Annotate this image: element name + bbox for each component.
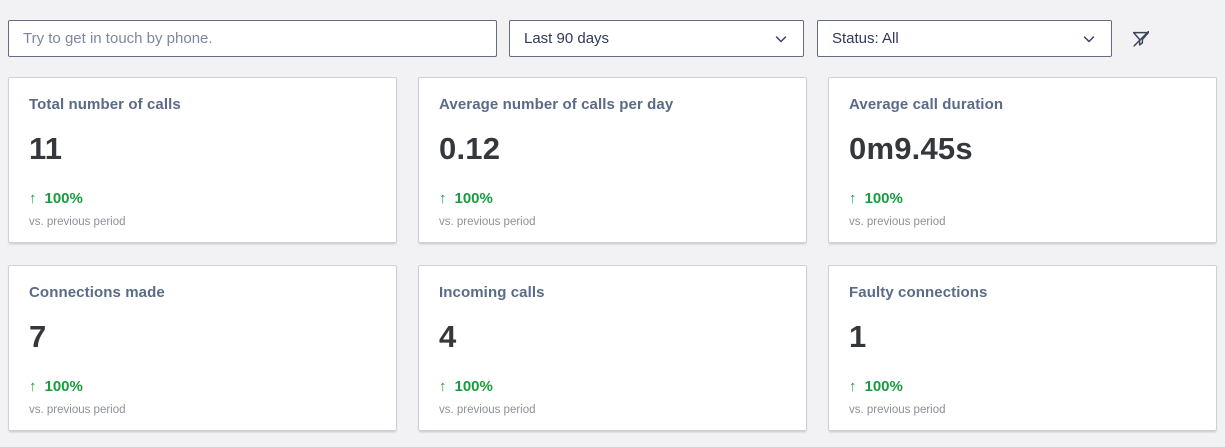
- comparison-label: vs. previous period: [29, 404, 126, 416]
- search-input[interactable]: [8, 20, 497, 57]
- stats-grid: Total number of calls 11 ↑ 100% vs. prev…: [8, 77, 1217, 431]
- card-value: 0m9.45s: [849, 131, 973, 166]
- comparison-label: vs. previous period: [439, 404, 536, 416]
- status-value: Status: All: [832, 30, 899, 47]
- arrow-up-icon: ↑: [29, 190, 37, 207]
- card-change: ↑ 100%: [849, 378, 1196, 395]
- stat-card-connections-made: Connections made 7 ↑ 100% vs. previous p…: [8, 265, 397, 431]
- arrow-up-icon: ↑: [849, 190, 857, 207]
- change-percent: 100%: [44, 190, 83, 207]
- date-range-select[interactable]: Last 90 days: [509, 20, 804, 57]
- comparison-label: vs. previous period: [29, 216, 126, 228]
- card-value: 11: [29, 131, 63, 166]
- stat-card-avg-call-duration: Average call duration 0m9.45s ↑ 100% vs.…: [828, 77, 1217, 243]
- card-change: ↑ 100%: [849, 190, 1196, 207]
- stat-card-incoming-calls: Incoming calls 4 ↑ 100% vs. previous per…: [418, 265, 807, 431]
- change-percent: 100%: [44, 378, 83, 395]
- change-percent: 100%: [864, 378, 903, 395]
- arrow-up-icon: ↑: [439, 378, 447, 395]
- arrow-up-icon: ↑: [849, 378, 857, 395]
- filter-off-icon: [1132, 30, 1150, 47]
- card-change: ↑ 100%: [439, 378, 786, 395]
- card-title: Connections made: [29, 284, 165, 301]
- arrow-up-icon: ↑: [29, 378, 37, 395]
- chevron-down-icon: [1083, 35, 1095, 42]
- card-title: Total number of calls: [29, 96, 181, 113]
- chevron-down-icon: [775, 35, 787, 42]
- card-title: Incoming calls: [439, 284, 545, 301]
- comparison-label: vs. previous period: [439, 216, 536, 228]
- change-percent: 100%: [454, 378, 493, 395]
- comparison-label: vs. previous period: [849, 216, 946, 228]
- clear-filters-button[interactable]: [1122, 20, 1160, 57]
- card-change: ↑ 100%: [439, 190, 786, 207]
- comparison-label: vs. previous period: [849, 404, 946, 416]
- card-value: 0.12: [439, 131, 501, 166]
- card-title: Faulty connections: [849, 284, 988, 301]
- card-title: Average number of calls per day: [439, 96, 674, 113]
- card-title: Average call duration: [849, 96, 1004, 113]
- stat-card-avg-calls-per-day: Average number of calls per day 0.12 ↑ 1…: [418, 77, 807, 243]
- status-select[interactable]: Status: All: [817, 20, 1112, 57]
- card-change: ↑ 100%: [29, 378, 376, 395]
- stat-card-total-calls: Total number of calls 11 ↑ 100% vs. prev…: [8, 77, 397, 243]
- change-percent: 100%: [864, 190, 903, 207]
- stat-card-faulty-connections: Faulty connections 1 ↑ 100% vs. previous…: [828, 265, 1217, 431]
- arrow-up-icon: ↑: [439, 190, 447, 207]
- date-range-value: Last 90 days: [524, 30, 610, 47]
- card-change: ↑ 100%: [29, 190, 376, 207]
- card-value: 4: [439, 319, 457, 354]
- card-value: 7: [29, 319, 47, 354]
- card-value: 1: [849, 319, 867, 354]
- change-percent: 100%: [454, 190, 493, 207]
- filter-bar: Last 90 days Status: All: [0, 0, 1225, 57]
